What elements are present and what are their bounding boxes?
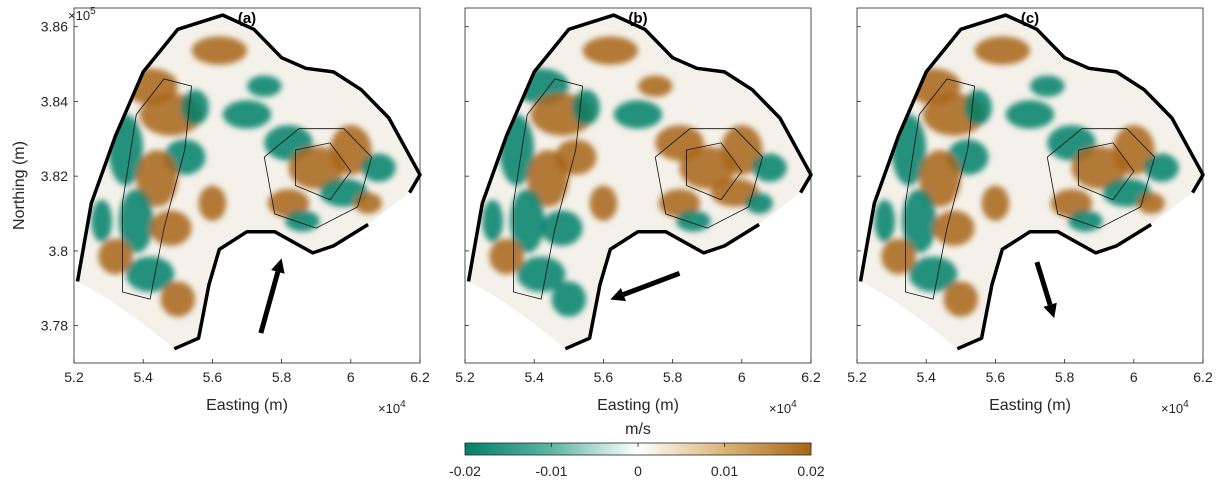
y-tick-label: 3.82 <box>41 168 68 184</box>
x-tick-label: 6.2 <box>1193 369 1213 385</box>
x-tick-label: 5.6 <box>203 369 223 385</box>
x-tick-label: 5.8 <box>272 369 292 385</box>
velocity-field <box>466 13 813 351</box>
panel-b: 5.2 5.4 5.6 5.8 6 6.2 (b) Easting (m) ×104 <box>455 7 821 416</box>
x-tick-label: 6 <box>738 369 746 385</box>
y-tick-marks: 3.78 3.8 3.82 3.84 3.86 <box>41 19 78 334</box>
x-axis-label: Easting (m) <box>206 397 288 414</box>
x-tick-label: 5.8 <box>663 369 683 385</box>
x-tick-label: 5.6 <box>986 369 1006 385</box>
y-axis-label: Northing (m) <box>11 141 28 230</box>
x-axis-label: Easting (m) <box>989 397 1071 414</box>
x-tick-label: 6 <box>1130 369 1138 385</box>
x-exponent-label: ×104 <box>769 399 797 416</box>
y-tick-label: 3.86 <box>41 19 68 35</box>
x-exponent-label: ×104 <box>1161 399 1189 416</box>
velocity-field <box>858 13 1205 351</box>
colorbar-tick-label: 0 <box>634 463 642 479</box>
panel-title: (c) <box>1021 10 1039 27</box>
wind-direction-arrow <box>610 270 681 302</box>
colorbar-tick-label: -0.02 <box>449 463 481 479</box>
colorbar-label: m/s <box>625 421 651 438</box>
colorbar-tick-label: 0.01 <box>711 463 738 479</box>
colorbar-tick-label: -0.01 <box>536 463 568 479</box>
x-axis-label: Easting (m) <box>597 397 679 414</box>
x-exponent-label: ×104 <box>378 399 406 416</box>
panel-title: (b) <box>628 10 647 27</box>
y-tick-label: 3.8 <box>49 243 69 259</box>
x-tick-label: 5.2 <box>64 369 84 385</box>
x-tick-label: 6.2 <box>410 369 430 385</box>
x-tick-marks: 5.2 5.4 5.6 5.8 6 6.2 <box>64 359 430 385</box>
x-tick-label: 5.4 <box>524 369 544 385</box>
colorbar-tick-label: 0.02 <box>797 463 824 479</box>
y-tick-label: 3.84 <box>41 93 68 109</box>
x-tick-label: 6 <box>347 369 355 385</box>
y-tick-label: 3.78 <box>41 318 68 334</box>
panel-c: 5.2 5.4 5.6 5.8 6 6.2 (c) Easting (m) ×104 <box>847 7 1213 416</box>
y-tick-marks <box>465 26 469 327</box>
velocity-field <box>75 13 422 351</box>
x-tick-label: 5.2 <box>455 369 475 385</box>
wind-direction-arrow <box>258 258 285 334</box>
panel-a: 5.2 5.4 5.6 5.8 6 6.2 3.78 3.8 3.82 3.84 3.86 (a)… <box>11 6 430 416</box>
x-tick-marks: 5.2 5.4 5.6 5.8 6 6.2 <box>455 359 821 385</box>
wind-direction-arrow <box>1034 261 1057 319</box>
colorbar-ticks: -0.02 -0.01 0 0.01 0.02 <box>449 443 825 479</box>
x-tick-label: 5.8 <box>1055 369 1075 385</box>
y-tick-marks <box>857 26 861 327</box>
x-tick-label: 5.2 <box>847 369 867 385</box>
panel-title: (a) <box>238 10 256 27</box>
colorbar: m/s -0.02 -0.01 0 0.01 0.02 <box>449 421 825 479</box>
x-tick-label: 6.2 <box>801 369 821 385</box>
x-tick-label: 5.4 <box>133 369 153 385</box>
y-exponent-label: ×105 <box>68 6 96 23</box>
x-tick-label: 5.6 <box>594 369 614 385</box>
x-tick-marks: 5.2 5.4 5.6 5.8 6 6.2 <box>847 359 1213 385</box>
x-tick-label: 5.4 <box>916 369 936 385</box>
